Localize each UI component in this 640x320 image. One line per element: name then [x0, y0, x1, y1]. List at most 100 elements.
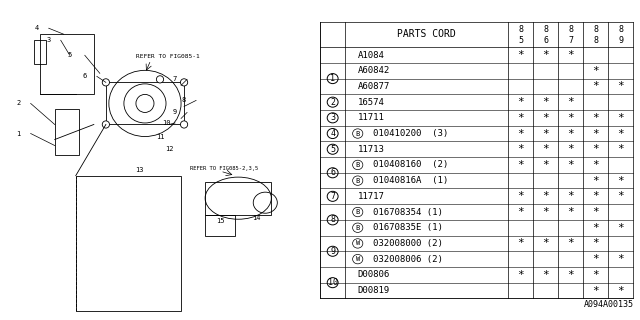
Text: 14: 14	[252, 215, 260, 221]
Text: *: *	[517, 113, 524, 123]
Text: *: *	[517, 160, 524, 170]
Text: 7: 7	[330, 192, 335, 201]
Text: 016708354 (1): 016708354 (1)	[373, 208, 444, 217]
Text: B: B	[356, 162, 360, 168]
Text: *: *	[593, 144, 599, 154]
Text: *: *	[618, 82, 624, 92]
Text: *: *	[542, 207, 549, 217]
Text: 6: 6	[330, 168, 335, 177]
Text: D00806: D00806	[358, 270, 390, 279]
Text: 10: 10	[162, 120, 170, 126]
Text: 3: 3	[330, 113, 335, 122]
Text: A60877: A60877	[358, 82, 390, 91]
Text: W: W	[356, 240, 360, 246]
Text: *: *	[568, 207, 574, 217]
Text: 01040816A  (1): 01040816A (1)	[373, 176, 449, 185]
Text: 01670835E (1): 01670835E (1)	[373, 223, 444, 232]
Text: *: *	[517, 129, 524, 139]
Text: *: *	[542, 144, 549, 154]
Text: *: *	[568, 270, 574, 280]
Text: 8: 8	[568, 25, 573, 34]
Text: *: *	[593, 223, 599, 233]
Text: W: W	[356, 256, 360, 262]
Text: *: *	[618, 144, 624, 154]
Text: 11717: 11717	[358, 192, 385, 201]
Text: *: *	[568, 97, 574, 107]
Circle shape	[102, 79, 109, 86]
Text: *: *	[618, 254, 624, 264]
Text: 6: 6	[543, 36, 548, 44]
Bar	[40, 34, 94, 94]
Text: 11713: 11713	[358, 145, 385, 154]
Text: 8: 8	[593, 25, 598, 34]
Text: *: *	[542, 270, 549, 280]
Text: *: *	[517, 270, 524, 280]
Circle shape	[180, 121, 188, 128]
Text: *: *	[568, 113, 574, 123]
Text: *: *	[618, 176, 624, 186]
Text: *: *	[517, 144, 524, 154]
Text: 11: 11	[156, 133, 164, 140]
Text: B: B	[356, 225, 360, 231]
Text: *: *	[593, 254, 599, 264]
Text: *: *	[542, 129, 549, 139]
Text: 8: 8	[593, 36, 598, 44]
Text: *: *	[593, 285, 599, 295]
Text: 15: 15	[216, 218, 225, 224]
Text: A60842: A60842	[358, 66, 390, 75]
Text: A1084: A1084	[358, 51, 385, 60]
Text: *: *	[542, 97, 549, 107]
Text: 12: 12	[164, 146, 173, 152]
Bar	[205, 182, 271, 215]
Text: *: *	[593, 113, 599, 123]
Text: 1: 1	[17, 131, 20, 137]
Text: 9: 9	[330, 247, 335, 256]
Circle shape	[180, 79, 188, 86]
Text: 6: 6	[83, 73, 87, 79]
Text: *: *	[593, 238, 599, 248]
Text: 4: 4	[330, 129, 335, 138]
Text: PARTS CORD: PARTS CORD	[397, 29, 456, 39]
Text: 11711: 11711	[358, 113, 385, 122]
Text: 8: 8	[518, 25, 523, 34]
Text: 9: 9	[173, 109, 177, 116]
Text: 4: 4	[35, 25, 39, 31]
Circle shape	[102, 121, 109, 128]
Text: 5: 5	[518, 36, 523, 44]
Text: 2: 2	[17, 100, 20, 107]
Text: 8: 8	[330, 215, 335, 224]
Text: REFER TO FIG085-2,3,5: REFER TO FIG085-2,3,5	[190, 166, 259, 171]
Text: 5: 5	[68, 52, 72, 58]
Text: 10: 10	[328, 278, 338, 287]
Text: *: *	[542, 50, 549, 60]
Text: *: *	[593, 82, 599, 92]
Text: *: *	[542, 238, 549, 248]
Text: 9: 9	[618, 36, 623, 44]
Text: *: *	[568, 144, 574, 154]
Text: *: *	[618, 223, 624, 233]
Text: *: *	[568, 50, 574, 60]
Text: *: *	[568, 160, 574, 170]
Text: *: *	[517, 97, 524, 107]
Text: 2: 2	[330, 98, 335, 107]
Text: *: *	[618, 129, 624, 139]
Text: 010410200  (3): 010410200 (3)	[373, 129, 449, 138]
Text: A094A00135: A094A00135	[584, 300, 634, 309]
Text: *: *	[618, 113, 624, 123]
Bar	[205, 215, 236, 236]
Text: *: *	[593, 66, 599, 76]
Bar	[55, 109, 79, 155]
Text: *: *	[517, 238, 524, 248]
Text: 16574: 16574	[358, 98, 385, 107]
Text: *: *	[542, 113, 549, 123]
Text: *: *	[618, 191, 624, 201]
Text: 032008000 (2): 032008000 (2)	[373, 239, 444, 248]
Text: 8: 8	[182, 97, 186, 103]
Text: 13: 13	[134, 167, 143, 172]
Text: B: B	[356, 178, 360, 184]
Text: 010408160  (2): 010408160 (2)	[373, 160, 449, 169]
Text: *: *	[618, 285, 624, 295]
Text: *: *	[542, 191, 549, 201]
Text: D00819: D00819	[358, 286, 390, 295]
Text: 7: 7	[568, 36, 573, 44]
